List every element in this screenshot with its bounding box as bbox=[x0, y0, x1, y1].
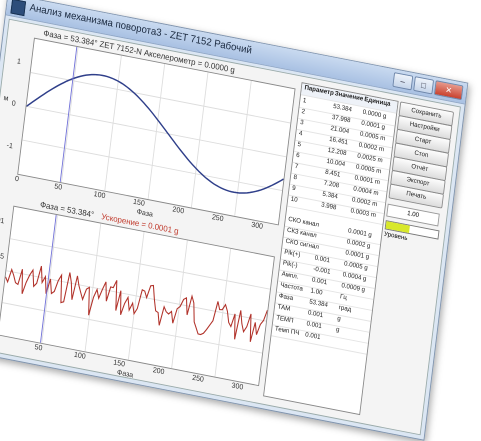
top-plot-x-tick: 150 bbox=[132, 197, 146, 208]
table-cell: 9 bbox=[291, 185, 296, 193]
bottom-plot-canvas bbox=[2, 214, 271, 377]
table-cell: 0.001 bbox=[307, 309, 324, 320]
bottom-plot-x-tick: 100 bbox=[73, 350, 87, 361]
table-cell: 0.001 bbox=[306, 320, 323, 331]
top-plot-x-tick: 0 bbox=[14, 174, 20, 184]
table-cell: 12.208 bbox=[327, 147, 347, 158]
table-cell: град bbox=[338, 304, 352, 314]
bottom-plot-x-tick: 250 bbox=[191, 373, 205, 384]
bottom-plot-curve bbox=[5, 265, 268, 342]
top-plot-x-tick: 50 bbox=[53, 181, 63, 192]
top-plot-gridline bbox=[26, 105, 287, 158]
table-cell: ТАМ bbox=[277, 303, 291, 313]
top-plot-cursor bbox=[59, 46, 78, 183]
table-cell: 37.998 bbox=[331, 114, 351, 125]
table-cell: 2 bbox=[301, 108, 306, 116]
top-plot-gridline bbox=[22, 139, 283, 192]
table-cell: 0.001 bbox=[314, 254, 331, 265]
top-plot-x-label: Фаза bbox=[136, 207, 154, 219]
table-cell: 5 bbox=[297, 141, 302, 149]
bottom-plot-x-tick: 150 bbox=[112, 357, 126, 369]
top-plot[interactable] bbox=[17, 37, 296, 226]
table-cell: 1 bbox=[302, 97, 307, 105]
table-cell: 10.004 bbox=[326, 158, 346, 169]
top-plot-y-tick: 1 bbox=[16, 56, 22, 66]
table-header-cell: Параметр bbox=[304, 84, 335, 97]
bottom-plot[interactable] bbox=[0, 205, 275, 387]
table-cell: 0.001 bbox=[304, 331, 321, 341]
table-cell: Pik(+) bbox=[283, 249, 301, 259]
bottom-plot-x-tick: 300 bbox=[231, 380, 244, 392]
bottom-plot-gridline bbox=[6, 270, 267, 322]
top-plot-x-tick: 250 bbox=[211, 212, 225, 224]
top-plot-y-tick: -1 bbox=[6, 140, 14, 151]
top-plot-x-tick: 100 bbox=[93, 189, 106, 201]
table-cell: 16.451 bbox=[328, 136, 349, 147]
table-cell: 21.004 bbox=[330, 125, 350, 136]
table-cell: ТЕМП bbox=[275, 314, 294, 325]
bottom-plot-y-tick: 0.001 bbox=[0, 213, 5, 226]
table-cell: 1.00 bbox=[310, 287, 323, 297]
table-cell: -0.001 bbox=[312, 265, 331, 276]
table-header-cell: Значение bbox=[334, 90, 364, 103]
top-plot-x-tick: 300 bbox=[250, 220, 264, 231]
client-area: Фаза = 53.384° ZET 7152-N Акселерометр =… bbox=[0, 18, 461, 436]
app-window: Анализ механизма поворота3 - ZET 7152 Ра… bbox=[0, 0, 469, 441]
bottom-plot-x-tick: 50 bbox=[34, 342, 43, 353]
table-cell: g bbox=[335, 326, 340, 334]
bottom-plot-x-tick: 200 bbox=[152, 365, 165, 377]
bottom-plot-gridline bbox=[2, 302, 263, 354]
maximize-button[interactable]: □ bbox=[413, 76, 435, 95]
table-cell: Pik(-) bbox=[282, 259, 298, 270]
table-cell: g bbox=[336, 315, 342, 323]
table-cell: 7.208 bbox=[323, 180, 340, 190]
table-cell: 8.451 bbox=[324, 169, 341, 179]
table-cell: 10 bbox=[290, 196, 298, 204]
table-cell: 5.384 bbox=[322, 191, 339, 201]
table-cell: 6 bbox=[295, 152, 300, 160]
bottom-plot-cursor bbox=[40, 214, 57, 343]
table-cell: Ампл. bbox=[281, 270, 299, 281]
top-plot-canvas bbox=[22, 46, 291, 217]
table-cell: Гц bbox=[339, 293, 348, 302]
top-plot-x-tick: 200 bbox=[172, 204, 185, 216]
bottom-plot-gridline bbox=[10, 238, 271, 290]
table-cell: 7 bbox=[294, 163, 299, 171]
bottom-plot-x-label: Фаза bbox=[116, 368, 134, 380]
top-plot-y-tick: 0 bbox=[11, 98, 17, 108]
bottom-plot-y-tick: 0.0005 bbox=[0, 248, 5, 261]
table-cell: 8 bbox=[293, 174, 298, 182]
close-button[interactable]: ✕ bbox=[433, 80, 464, 101]
table-cell: 3.998 bbox=[320, 201, 337, 212]
table-cell: 0.0001 g bbox=[347, 227, 373, 239]
table-header-cell: Единица bbox=[363, 96, 391, 108]
table-cell: 4 bbox=[298, 130, 303, 138]
table-cell: 3 bbox=[299, 119, 305, 127]
table-cell: Фаза bbox=[278, 292, 294, 302]
table-cell: 53.384 bbox=[308, 298, 329, 309]
side-buttons: Сохранить Настройки Старт Стоп Отчёт Экспорт П… bbox=[388, 101, 455, 209]
top-plot-curve bbox=[26, 73, 284, 194]
table-cell: 53.384 bbox=[332, 103, 353, 114]
app-icon bbox=[10, 0, 27, 17]
table-cell: 0.001 bbox=[311, 276, 328, 287]
top-plot-gridline bbox=[30, 72, 291, 124]
top-plot-y-label: м bbox=[3, 93, 9, 103]
minimize-button[interactable]: – bbox=[392, 72, 414, 91]
